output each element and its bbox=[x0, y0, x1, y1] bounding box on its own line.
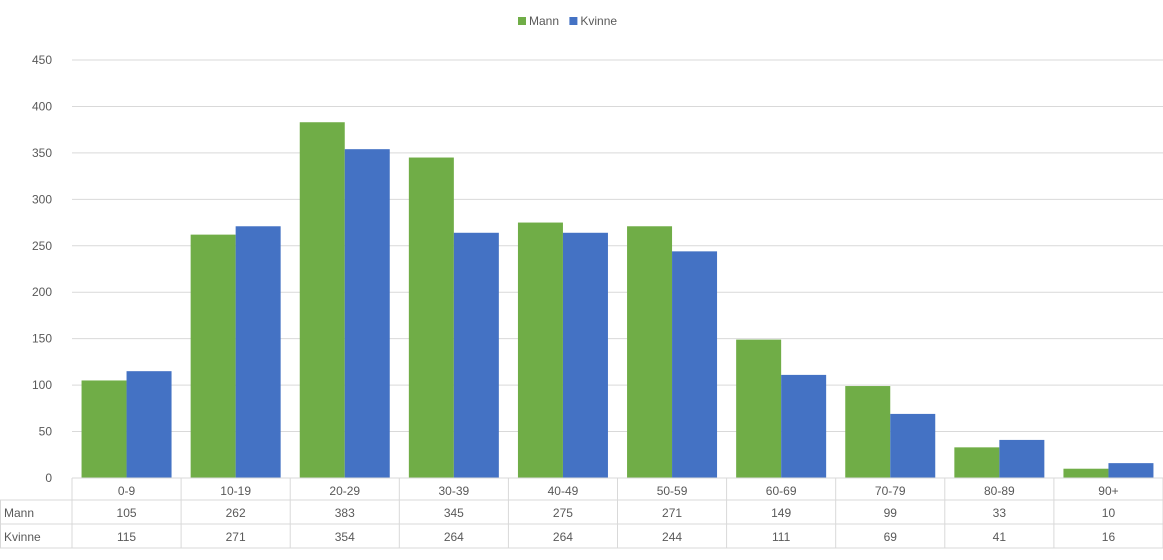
data-label-kvinne: 264 bbox=[553, 530, 573, 544]
data-label-kvinne: 16 bbox=[1102, 530, 1116, 544]
bar-mann-40-49 bbox=[517, 222, 563, 478]
bar-kvinne-70-79 bbox=[890, 413, 936, 478]
data-label-mann: 262 bbox=[226, 506, 246, 520]
data-label-kvinne: 69 bbox=[884, 530, 898, 544]
bar-mann-50-59 bbox=[627, 226, 673, 478]
bar-kvinne-60-69 bbox=[781, 374, 827, 478]
y-tick-label: 450 bbox=[32, 53, 52, 67]
category-label: 30-39 bbox=[438, 484, 469, 498]
bar-mann-10-19 bbox=[190, 234, 236, 478]
category-label: 20-29 bbox=[329, 484, 360, 498]
bar-kvinne-80-89 bbox=[999, 439, 1045, 478]
category-label: 0-9 bbox=[118, 484, 136, 498]
data-label-kvinne: 271 bbox=[226, 530, 246, 544]
data-label-kvinne: 115 bbox=[117, 530, 136, 544]
data-label-kvinne: 244 bbox=[662, 530, 682, 544]
legend-swatch-mann bbox=[518, 17, 526, 25]
data-label-kvinne: 111 bbox=[772, 530, 791, 544]
category-label: 90+ bbox=[1098, 484, 1118, 498]
category-label: 80-89 bbox=[984, 484, 1015, 498]
legend: Mann Kvinne bbox=[518, 14, 617, 28]
y-tick-label: 0 bbox=[45, 471, 52, 485]
y-tick-label: 50 bbox=[39, 425, 53, 439]
bar-kvinne-90+ bbox=[1108, 463, 1154, 478]
y-tick-label: 400 bbox=[32, 99, 52, 113]
category-label: 40-49 bbox=[548, 484, 579, 498]
y-tick-label: 150 bbox=[32, 332, 52, 346]
bar-mann-0-9 bbox=[81, 380, 127, 478]
data-label-mann: 99 bbox=[884, 506, 898, 520]
bar-kvinne-30-39 bbox=[453, 232, 499, 478]
category-label: 10-19 bbox=[220, 484, 251, 498]
bar-kvinne-40-49 bbox=[562, 232, 608, 478]
legend-label-kvinne: Kvinne bbox=[580, 14, 617, 28]
bar-kvinne-10-19 bbox=[235, 226, 281, 478]
bar-mann-60-69 bbox=[736, 339, 782, 478]
y-tick-label: 250 bbox=[32, 239, 52, 253]
bar-mann-80-89 bbox=[954, 447, 1000, 478]
data-label-mann: 105 bbox=[117, 506, 137, 520]
category-label: 50-59 bbox=[657, 484, 688, 498]
bar-mann-20-29 bbox=[299, 122, 345, 478]
data-table: 0-9 10-19 20-29 30-39 40-49 50-59 60-69 70-79 80… bbox=[0, 477, 1163, 549]
category-label: 70-79 bbox=[875, 484, 906, 498]
bar-mann-70-79 bbox=[845, 386, 891, 478]
data-label-kvinne: 41 bbox=[993, 530, 1007, 544]
bar-kvinne-50-59 bbox=[672, 251, 718, 478]
legend-label-mann: Mann bbox=[529, 14, 559, 28]
bar-mann-90+ bbox=[1063, 468, 1109, 478]
y-axis: 0 50 100 150 200 250 300 350 400 450 bbox=[32, 53, 52, 485]
data-label-mann: 275 bbox=[553, 506, 573, 520]
row-label-kvinne: Kvinne bbox=[4, 530, 41, 544]
data-label-mann: 10 bbox=[1102, 506, 1116, 520]
bar-kvinne-0-9 bbox=[126, 371, 172, 478]
bar-kvinne-20-29 bbox=[344, 149, 390, 478]
y-tick-label: 350 bbox=[32, 146, 52, 160]
data-label-kvinne: 354 bbox=[335, 530, 355, 544]
data-label-mann: 383 bbox=[335, 506, 355, 520]
legend-swatch-kvinne bbox=[569, 17, 578, 25]
row-label-mann: Mann bbox=[4, 506, 34, 520]
data-label-kvinne: 264 bbox=[444, 530, 464, 544]
y-tick-label: 300 bbox=[32, 192, 52, 206]
bars bbox=[81, 122, 1154, 479]
data-label-mann: 33 bbox=[993, 506, 1007, 520]
data-label-mann: 345 bbox=[444, 506, 464, 520]
data-label-mann: 271 bbox=[662, 506, 682, 520]
y-tick-label: 200 bbox=[32, 285, 52, 299]
y-tick-label: 100 bbox=[32, 378, 52, 392]
category-label: 60-69 bbox=[766, 484, 797, 498]
data-label-mann: 149 bbox=[771, 506, 791, 520]
bar-mann-30-39 bbox=[408, 157, 454, 479]
